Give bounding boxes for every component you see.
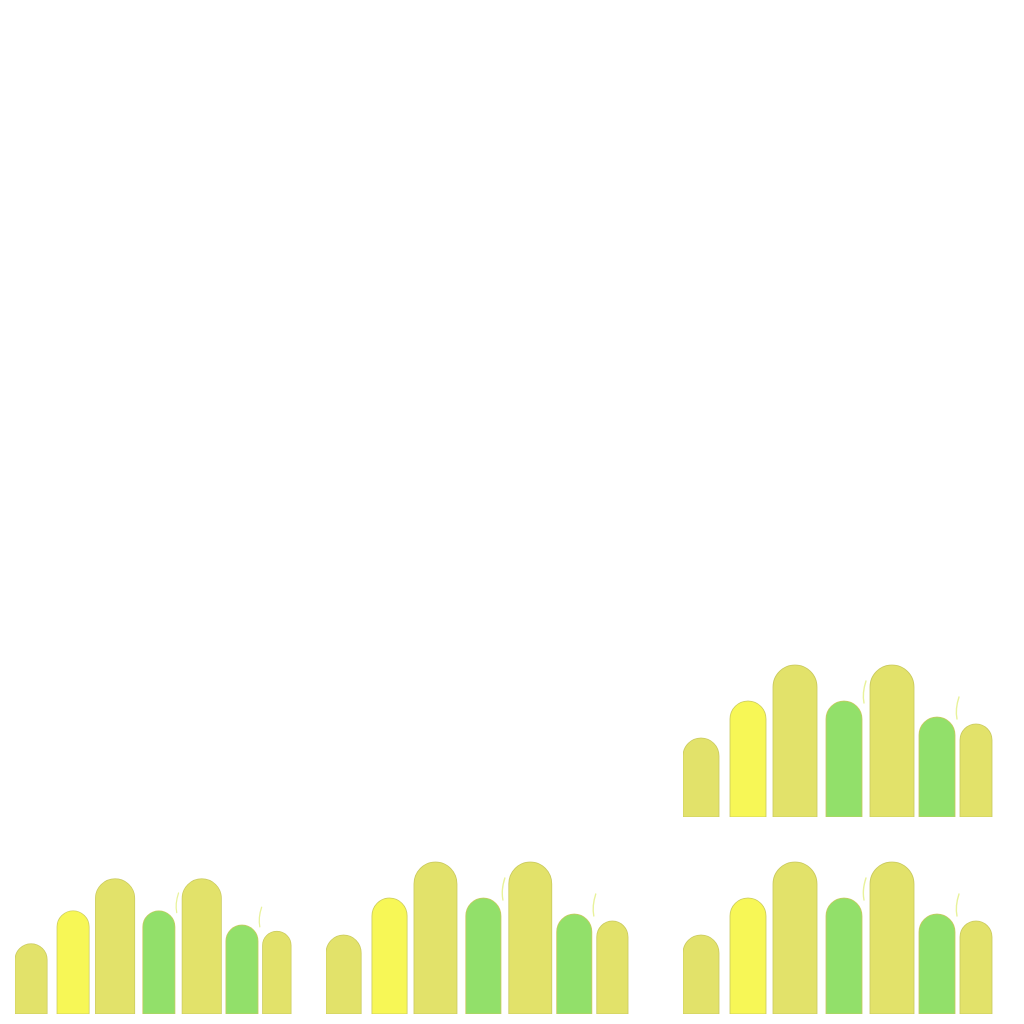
rounded-bar [869, 664, 915, 817]
rounded-bar [729, 700, 767, 817]
sparkle-mark [592, 893, 597, 917]
cluster-bottom-left [15, 877, 292, 1014]
cluster-bottom-right [683, 860, 993, 1014]
rounded-bar [959, 723, 993, 817]
rounded-bar [508, 861, 553, 1014]
rounded-bar [869, 861, 915, 1014]
rounded-bar [918, 913, 956, 1014]
rounded-bar [465, 897, 502, 1014]
rounded-bar [729, 897, 767, 1014]
rounded-bar [15, 943, 48, 1014]
rounded-bar [225, 924, 259, 1014]
rounded-bar [959, 920, 993, 1014]
cluster-bottom-left-graphic [15, 878, 292, 1014]
rounded-bar [772, 861, 818, 1014]
rounded-bar [683, 737, 720, 817]
rounded-bar [413, 861, 458, 1014]
rounded-bar [181, 878, 222, 1014]
sparkle-mark [501, 877, 506, 901]
rounded-bar [262, 930, 292, 1014]
sparkle-mark [258, 906, 263, 928]
rounded-bar [825, 897, 863, 1014]
sparkle-mark [955, 696, 960, 720]
cluster-bottom-middle-graphic [326, 861, 629, 1014]
cluster-top-right [683, 663, 993, 817]
sparkle-mark [955, 893, 960, 917]
sparkle-mark [175, 892, 180, 914]
rounded-bar [95, 878, 136, 1014]
rounded-bar [683, 934, 720, 1014]
sparkle-mark [862, 877, 867, 901]
cluster-top-right-graphic [683, 664, 993, 817]
rounded-bar [772, 664, 818, 817]
cluster-bottom-middle [326, 860, 629, 1014]
rounded-bar [556, 913, 593, 1014]
rounded-bar [326, 934, 362, 1014]
rounded-bar [596, 920, 629, 1014]
rounded-bar [56, 910, 90, 1014]
rounded-bar [371, 897, 408, 1014]
rounded-bar [918, 716, 956, 817]
sparkle-mark [862, 680, 867, 704]
rounded-bar [142, 910, 176, 1014]
rounded-bar [825, 700, 863, 817]
cluster-bottom-right-graphic [683, 861, 993, 1014]
